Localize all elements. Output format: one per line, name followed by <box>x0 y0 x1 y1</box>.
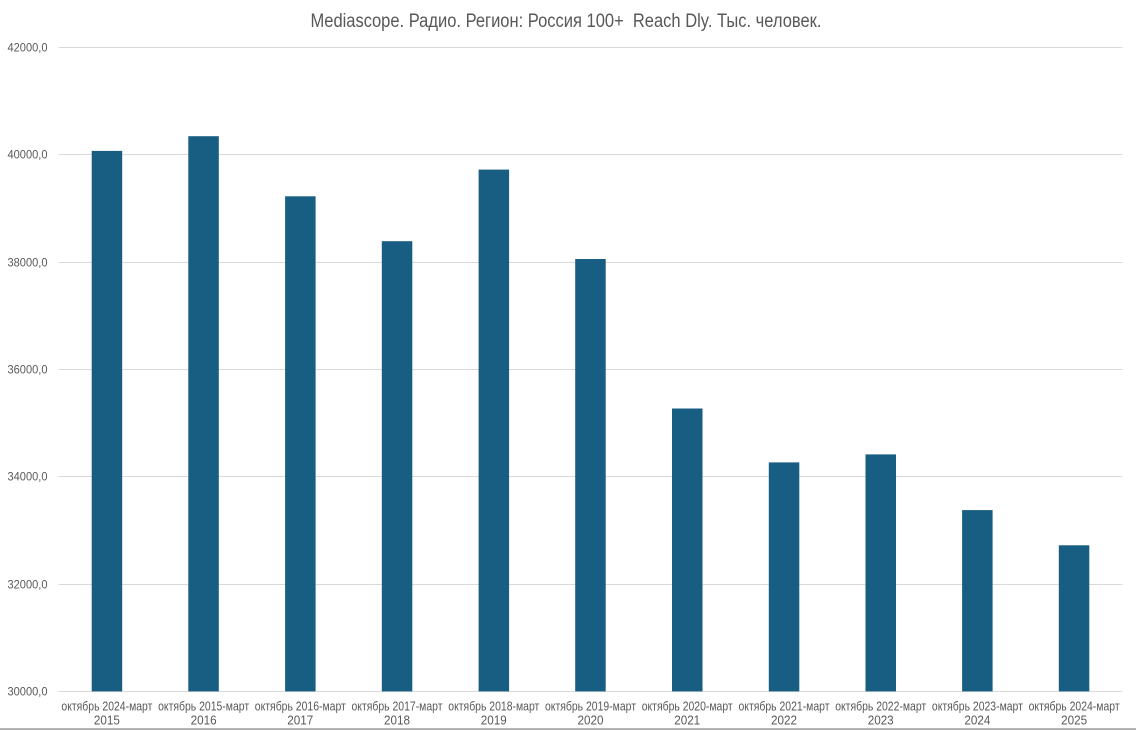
svg-text:октябрь 2023-март: октябрь 2023-март <box>932 699 1023 714</box>
svg-text:40000,0: 40000,0 <box>8 150 48 162</box>
svg-text:2020: 2020 <box>578 713 604 728</box>
svg-text:октябрь 2022-март: октябрь 2022-март <box>835 699 926 714</box>
svg-text:октябрь 2017-март: октябрь 2017-март <box>352 699 443 714</box>
svg-text:октябрь 2019-март: октябрь 2019-март <box>545 699 636 714</box>
svg-text:42000,0: 42000,0 <box>8 43 48 55</box>
svg-text:2022: 2022 <box>771 713 797 728</box>
svg-text:2021: 2021 <box>674 713 700 728</box>
svg-text:2018: 2018 <box>384 713 410 728</box>
svg-text:2019: 2019 <box>481 713 507 728</box>
svg-text:Mediascope. Радио. Регион: Рос: Mediascope. Радио. Регион: Россия 100+ R… <box>311 11 822 32</box>
svg-text:32000,0: 32000,0 <box>8 580 48 592</box>
svg-text:2015: 2015 <box>94 713 120 728</box>
svg-text:октябрь 2021-март: октябрь 2021-март <box>739 699 830 714</box>
svg-text:2016: 2016 <box>191 713 217 728</box>
svg-text:октябрь 2016-март: октябрь 2016-март <box>255 699 346 714</box>
svg-text:30000,0: 30000,0 <box>8 687 48 699</box>
svg-text:октябрь 2015-март: октябрь 2015-март <box>158 699 249 714</box>
svg-text:октябрь 2024-март: октябрь 2024-март <box>61 699 152 714</box>
svg-text:октябрь 2018-март: октябрь 2018-март <box>448 699 539 714</box>
svg-text:36000,0: 36000,0 <box>8 365 48 377</box>
svg-text:34000,0: 34000,0 <box>8 472 48 484</box>
svg-text:2017: 2017 <box>287 713 313 728</box>
svg-text:2023: 2023 <box>868 713 894 728</box>
svg-text:октябрь 2024-март: октябрь 2024-март <box>1029 699 1120 714</box>
svg-text:2024: 2024 <box>964 713 990 728</box>
svg-text:38000,0: 38000,0 <box>8 258 48 270</box>
svg-text:октябрь 2020-март: октябрь 2020-март <box>642 699 733 714</box>
svg-text:2025: 2025 <box>1061 713 1087 728</box>
